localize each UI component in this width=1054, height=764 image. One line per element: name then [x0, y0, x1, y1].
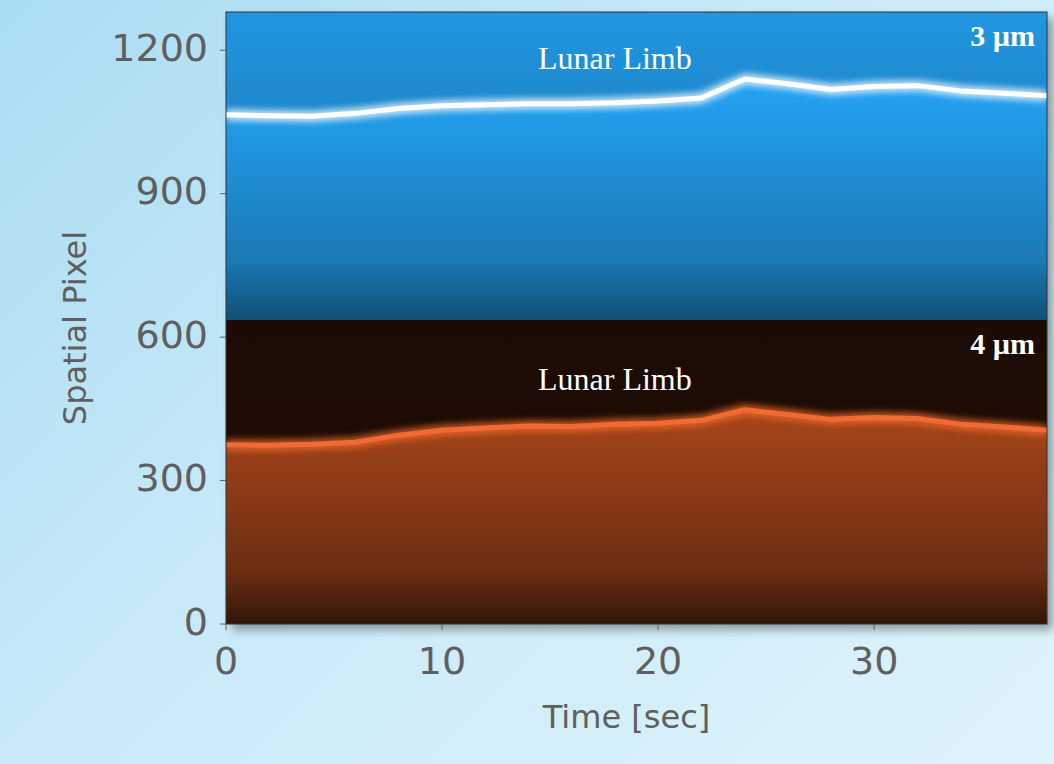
- plot-area: [226, 12, 1047, 624]
- x-tick-label: 30: [850, 639, 898, 683]
- plot-frame: [226, 12, 1047, 624]
- series-label: Lunar Limb: [538, 361, 692, 397]
- series-label: Lunar Limb: [538, 40, 692, 76]
- x-tick-label: 0: [214, 639, 238, 683]
- x-axis-title: Time [sec]: [542, 698, 710, 736]
- y-tick: [220, 624, 226, 625]
- x-tick-label: 20: [634, 639, 682, 683]
- band: [226, 12, 1047, 320]
- y-tick: [220, 50, 226, 51]
- y-tick: [220, 193, 226, 194]
- x-tick: [226, 624, 227, 630]
- band-label: 3 µm: [970, 19, 1035, 52]
- limb-area: [226, 410, 1047, 624]
- y-tick-label: 1200: [111, 26, 208, 70]
- plot-backing: [226, 12, 1047, 624]
- y-tick: [220, 337, 226, 338]
- limb-area: [226, 79, 1047, 320]
- x-tick: [874, 624, 875, 630]
- band: [226, 320, 1047, 624]
- limb-line: [226, 410, 1047, 445]
- y-tick-label: 900: [135, 169, 208, 213]
- y-tick-label: 0: [184, 600, 208, 644]
- limb-line: [226, 79, 1047, 116]
- y-axis-title: Spatial Pixel: [56, 231, 94, 425]
- chart: 3 µm4 µmLunar LimbLunar Limb030060090012…: [0, 0, 1054, 764]
- x-tick: [658, 624, 659, 630]
- y-tick: [220, 480, 226, 481]
- band-label: 4 µm: [970, 327, 1035, 360]
- x-tick: [442, 624, 443, 630]
- y-tick-label: 600: [135, 313, 208, 357]
- x-tick-label: 10: [418, 639, 466, 683]
- y-tick-label: 300: [135, 456, 208, 500]
